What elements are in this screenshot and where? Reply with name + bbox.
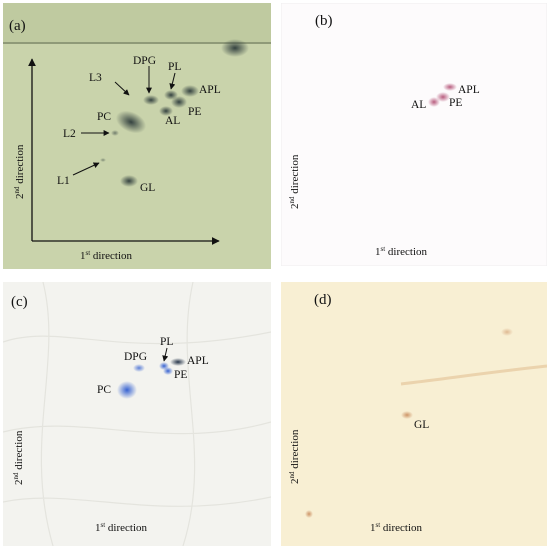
spot-l1 (100, 158, 106, 162)
label-pc: PC (97, 384, 111, 396)
label-dpg: DPG (124, 351, 147, 363)
label-pl: PL (160, 336, 173, 348)
panel-a-label: (a) (9, 18, 26, 34)
x-axis-label: 1st direction (370, 521, 423, 534)
spot-dpg (133, 364, 145, 372)
spot-gl (120, 175, 138, 187)
label-al: AL (411, 99, 426, 111)
label-gl: GL (414, 419, 429, 431)
label-pc: PC (97, 111, 111, 123)
panel-c-background (3, 282, 271, 546)
label-pe: PE (174, 369, 187, 381)
spot-dpg (143, 95, 159, 105)
label-pe: PE (449, 97, 462, 109)
label-pl: PL (168, 61, 181, 73)
panel-c-label: (c) (11, 294, 28, 310)
y-axis-label: 2nd direction (288, 154, 301, 209)
label-pe: PE (188, 106, 201, 118)
y-axis-label: 2nd direction (12, 430, 25, 485)
label-apl: APL (199, 84, 221, 96)
label-apl: APL (187, 355, 209, 367)
panel-d-background (281, 282, 547, 546)
label-l2: L2 (63, 128, 76, 140)
y-axis-label: 2nd direction (13, 144, 26, 199)
spot-al (428, 97, 440, 107)
x-axis-label: 1st direction (80, 249, 133, 262)
panel-b-label: (b) (315, 13, 333, 29)
origin-spot (305, 510, 313, 518)
x-axis-label: 1st direction (95, 521, 148, 534)
spot-gl (401, 411, 413, 419)
spot-apl (181, 85, 199, 97)
label-l3: L3 (89, 72, 102, 84)
spot-apl (170, 358, 186, 366)
label-apl: APL (458, 84, 480, 96)
panel-d: (d) GL 1st direction 2nd direction (281, 282, 547, 546)
spot-pe (171, 96, 187, 108)
spot-pe (436, 92, 450, 102)
x-axis-label: 1st direction (375, 245, 428, 258)
label-gl: GL (140, 182, 155, 194)
panel-a-figure: (a) L3 DPG PL APL PC PE AL L2 L1 GL 1st … (3, 3, 271, 269)
panel-d-label: (d) (314, 292, 332, 308)
spot-pe (163, 367, 173, 375)
panel-c-figure: (c) PL DPG APL PE PC 1st direction 2nd d… (3, 282, 271, 546)
panel-b: (b) APL AL PE 1st direction 2nd directio… (281, 3, 547, 266)
panel-b-background (281, 3, 547, 266)
panel-d-figure: (d) GL 1st direction 2nd direction (281, 282, 547, 546)
y-axis-label: 2nd direction (288, 429, 301, 484)
label-l1: L1 (57, 175, 70, 187)
spot-pc (115, 110, 147, 134)
panel-c: (c) PL DPG APL PE PC 1st direction 2nd d… (3, 282, 271, 546)
panel-b-figure: (b) APL AL PE 1st direction 2nd directio… (281, 3, 547, 266)
origin-smudge (221, 39, 249, 57)
spot-al (159, 106, 173, 116)
label-dpg: DPG (133, 55, 156, 67)
panel-a: (a) L3 DPG PL APL PC PE AL L2 L1 GL 1st … (3, 3, 271, 269)
spot-pc (117, 381, 137, 399)
spot-apl (443, 83, 457, 91)
spot-l2 (111, 130, 119, 136)
label-al: AL (165, 115, 180, 127)
